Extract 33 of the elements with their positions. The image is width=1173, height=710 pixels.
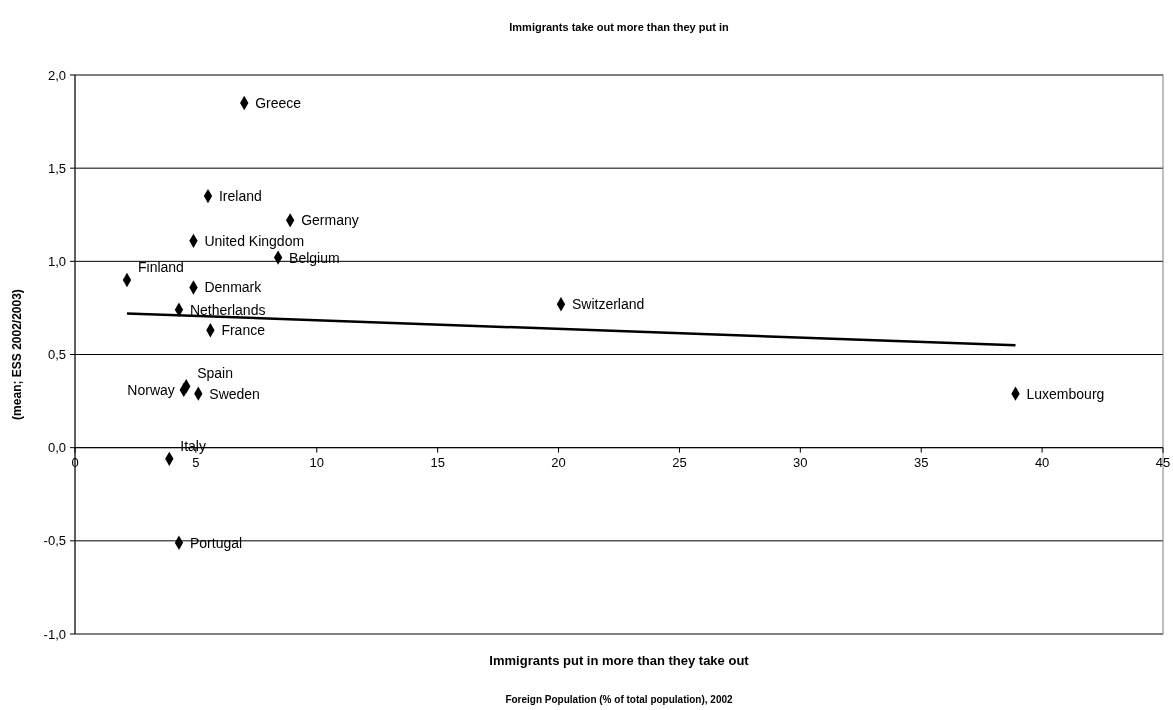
y-tick-label: 1,0 bbox=[47, 253, 66, 269]
x-tick-label: 30 bbox=[793, 454, 808, 470]
x-tick-label: 15 bbox=[430, 454, 445, 470]
x-tick-label: 35 bbox=[913, 454, 929, 470]
annotation: Norway bbox=[127, 381, 175, 398]
annotation: Sweden bbox=[209, 385, 260, 402]
text: Immigrants put in more than they take out bbox=[489, 653, 750, 668]
annotation: France bbox=[221, 322, 266, 339]
annotation: Switzerland bbox=[571, 296, 645, 313]
chart-title: Immigrants take out more than they put in bbox=[509, 21, 729, 33]
x-tick-label: 45 bbox=[1155, 454, 1171, 470]
y-axis-title: (mean; ESS 2002/2003) bbox=[10, 289, 24, 420]
y-tick-label: -1,0 bbox=[43, 626, 66, 642]
annotation: Ireland bbox=[218, 188, 262, 205]
x-tick-label: 40 bbox=[1034, 454, 1050, 470]
text: Foreign Population (% of total population), 2002 bbox=[505, 694, 734, 705]
annotation: Greece bbox=[255, 94, 302, 111]
annotation: Finland bbox=[137, 258, 184, 275]
x-tick-label: 5 bbox=[192, 454, 200, 470]
x-tick-label: 10 bbox=[309, 454, 325, 470]
annotation: United Kingdom bbox=[204, 232, 305, 249]
x-tick-label: 25 bbox=[672, 454, 687, 470]
x-tick-label: 20 bbox=[551, 454, 566, 470]
annotation: Germany bbox=[301, 212, 359, 229]
y-tick-label: 0,0 bbox=[47, 440, 66, 456]
y-tick-label: 1,5 bbox=[47, 160, 66, 176]
annotation: Denmark bbox=[204, 279, 263, 296]
y-tick-label: 0,5 bbox=[47, 347, 66, 363]
annotation: Luxembourg bbox=[1026, 385, 1105, 402]
y-tick-label: -0,5 bbox=[43, 533, 66, 549]
annotation: Spain bbox=[197, 365, 234, 382]
y-tick-label: 2,0 bbox=[47, 67, 66, 83]
annotation: Netherlands bbox=[189, 301, 266, 318]
